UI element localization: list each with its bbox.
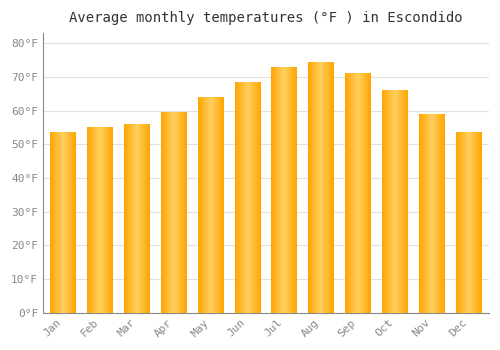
Title: Average monthly temperatures (°F ) in Escondido: Average monthly temperatures (°F ) in Es…	[69, 11, 462, 25]
